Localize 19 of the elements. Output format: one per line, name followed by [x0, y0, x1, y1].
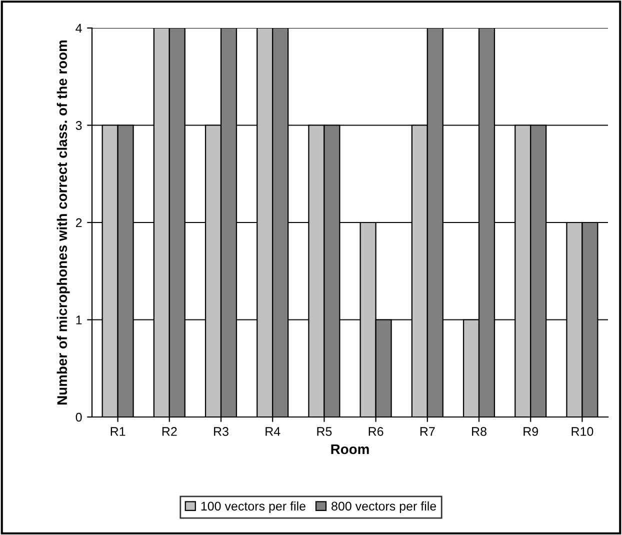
- x-tick-label: R9: [524, 427, 538, 436]
- y-tick-label: 2: [76, 218, 82, 228]
- x-axis-title: Room: [331, 444, 369, 454]
- legend-label: 100 vectors per file: [201, 501, 306, 514]
- x-tick-label: R4: [266, 427, 280, 436]
- x-tick-label: R8: [472, 427, 486, 436]
- y-tick-label: 1: [76, 316, 82, 324]
- x-tick-label: R3: [214, 427, 228, 436]
- legend-label: 800 vectors per file: [332, 501, 436, 514]
- y-axis-title: Number of microphones with correct class. of the room: [56, 40, 70, 404]
- x-tick-label: R1: [110, 427, 126, 436]
- y-tick-label: 4: [76, 24, 82, 33]
- x-tick-label: R10: [572, 427, 594, 436]
- y-tick-label: 3: [76, 121, 82, 130]
- x-tick-label: R5: [317, 427, 332, 436]
- x-tick-label: R6: [368, 427, 384, 436]
- x-tick-label: R2: [162, 427, 177, 436]
- y-tick-label: 0: [76, 412, 82, 422]
- x-tick-label: R7: [420, 427, 435, 436]
